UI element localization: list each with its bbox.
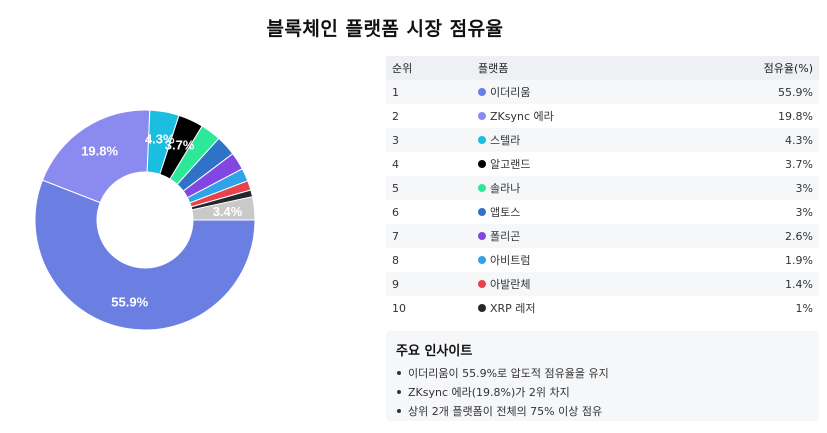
rank-cell: 2 [392, 109, 399, 123]
slice-data-label: 3.7% [165, 138, 195, 153]
rank-cell: 4 [392, 157, 399, 171]
chart-title: 블록체인 플랫폼 시장 점유율 [266, 18, 504, 40]
platform-name: ZKsync 에라 [490, 110, 554, 123]
rank-cell: 10 [392, 301, 406, 315]
platform-name: 솔라나 [490, 182, 521, 195]
platform-cell: 폴리곤 [472, 224, 676, 248]
share-cell: 3.7% [785, 157, 813, 171]
slice-data-label: 55.9% [111, 295, 148, 310]
share-cell: 1% [795, 301, 813, 315]
share-table-container: 순위 플랫폼 점유율(%) 1 이더리움 55.9% 2 ZKsync 에라 19.8% 3… [386, 56, 819, 320]
share-cell: 55.9% [778, 85, 813, 99]
share-cell: 19.8% [778, 109, 813, 123]
share-cell: 1.9% [785, 253, 813, 267]
rank-cell: 5 [392, 181, 399, 195]
table-row: 9 아발란체 1.4% [386, 272, 819, 296]
table-row: 5 솔라나 3% [386, 176, 819, 200]
rank-cell: 8 [392, 253, 399, 267]
slice-data-label: 3.4% [213, 204, 243, 219]
platform-cell: ZKsync 에라 [472, 104, 676, 128]
rank-cell: 6 [392, 205, 399, 219]
platform-cell: XRP 레저 [472, 296, 676, 320]
table-row: 6 앱토스 3% [386, 200, 819, 224]
rank-cell: 7 [392, 229, 399, 243]
table-row: 7 폴리곤 2.6% [386, 224, 819, 248]
legend-dot-icon [478, 136, 486, 144]
legend-dot-icon [478, 280, 486, 288]
table-row: 2 ZKsync 에라 19.8% [386, 104, 819, 128]
rank-cell: 9 [392, 277, 399, 291]
insight-item: ZKsync 에라(19.8%)가 2위 차지 [396, 383, 809, 402]
platform-cell: 이더리움 [472, 80, 676, 104]
donut-chart: 55.9% 19.8% 4.3%3.7% 3.4% [34, 109, 256, 331]
insights-list: 이더리움이 55.9%로 압도적 점유율을 유지 ZKsync 에라(19.8%… [396, 364, 809, 421]
header-share: 점유율(%) [763, 62, 813, 75]
table-row: 3 스텔라 4.3% [386, 128, 819, 152]
platform-cell: 알고랜드 [472, 152, 676, 176]
platform-cell: 스텔라 [472, 128, 676, 152]
platform-cell: 앱토스 [472, 200, 676, 224]
share-cell: 1.4% [785, 277, 813, 291]
table-row: 4 알고랜드 3.7% [386, 152, 819, 176]
table-body: 1 이더리움 55.9% 2 ZKsync 에라 19.8% 3 스텔라 4.3% 4 알고랜드 3.… [386, 80, 819, 320]
share-cell: 3% [795, 205, 813, 219]
legend-dot-icon [478, 160, 486, 168]
header-platform: 플랫폼 [478, 62, 509, 75]
platform-name: XRP 레저 [490, 302, 536, 315]
rank-cell: 3 [392, 133, 399, 147]
platform-name: 스텔라 [490, 134, 521, 147]
slice-data-label: 4.3% [145, 131, 175, 146]
legend-dot-icon [478, 208, 486, 216]
legend-dot-icon [478, 112, 486, 120]
platform-name: 이더리움 [490, 86, 531, 99]
header-rank: 순위 [392, 62, 413, 75]
legend-dot-icon [478, 232, 486, 240]
legend-dot-icon [478, 304, 486, 312]
donut-slice-ZKsync 에라 [41, 109, 151, 204]
share-cell: 2.6% [785, 229, 813, 243]
platform-cell: 아발란체 [472, 272, 676, 296]
platform-cell: 솔라나 [472, 176, 676, 200]
platform-name: 아비트럼 [490, 254, 531, 267]
legend-dot-icon [478, 256, 486, 264]
platform-name: 알고랜드 [490, 158, 531, 171]
donut-slice-이더리움 [34, 179, 256, 331]
table-row: 10 XRP 레저 1% [386, 296, 819, 320]
table-row: 8 아비트럼 1.9% [386, 248, 819, 272]
platform-name: 폴리곤 [490, 230, 521, 243]
insight-item: 상위 2개 플랫폼이 전체의 75% 이상 점유 [396, 402, 809, 421]
slice-data-label: 19.8% [81, 143, 118, 158]
insights-panel: 주요 인사이트 이더리움이 55.9%로 압도적 점유율을 유지 ZKsync … [386, 331, 819, 421]
legend-dot-icon [478, 184, 486, 192]
legend-dot-icon [478, 88, 486, 96]
table-row: 1 이더리움 55.9% [386, 80, 819, 104]
rank-cell: 1 [392, 85, 399, 99]
share-table: 순위 플랫폼 점유율(%) 1 이더리움 55.9% 2 ZKsync 에라 19.8% 3… [386, 56, 819, 320]
donut-slice-other [191, 196, 256, 221]
table-header-row: 순위 플랫폼 점유율(%) [386, 56, 819, 80]
insight-item: 이더리움이 55.9%로 압도적 점유율을 유지 [396, 364, 809, 383]
insights-title: 주요 인사이트 [396, 344, 473, 359]
share-cell: 4.3% [785, 133, 813, 147]
share-cell: 3% [795, 181, 813, 195]
platform-name: 아발란체 [490, 278, 531, 291]
platform-cell: 아비트럼 [472, 248, 676, 272]
platform-name: 앱토스 [490, 206, 521, 219]
